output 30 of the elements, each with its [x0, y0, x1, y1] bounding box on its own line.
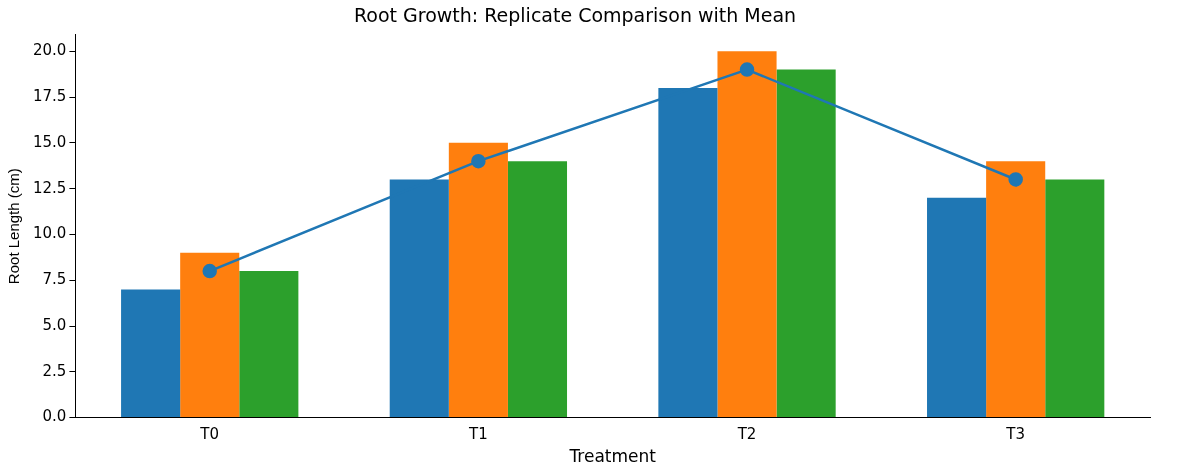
- y-tick-label: 10.0: [32, 224, 67, 243]
- bar: [448, 142, 508, 418]
- bar: [986, 161, 1046, 418]
- point: [1008, 172, 1023, 187]
- y-tick-label: 2.5: [42, 361, 67, 380]
- bar: [1045, 179, 1105, 418]
- x-tick-label: T0: [199, 425, 220, 444]
- bar: [507, 161, 568, 418]
- point: [471, 153, 486, 169]
- x-tick-label: T1: [468, 425, 488, 444]
- y-axis-title: Root Length (cm): [5, 168, 23, 285]
- x-tick-label: T2: [736, 425, 757, 444]
- y-tick-label: 0.0: [42, 407, 67, 426]
- bar: [717, 51, 777, 418]
- bar: [776, 69, 836, 418]
- y-tick-label: 5.0: [42, 315, 67, 334]
- bar: [927, 197, 987, 418]
- point: [739, 62, 755, 77]
- point: [202, 263, 217, 279]
- x-axis-title: Treatment: [568, 446, 657, 467]
- y-tick-label: 12.5: [32, 178, 67, 197]
- y-tick-label: 17.5: [32, 86, 67, 105]
- x-tick-label: T3: [1005, 425, 1026, 444]
- bar: [121, 289, 181, 418]
- y-tick-label: 15.0: [32, 132, 67, 151]
- bar: [180, 252, 240, 418]
- y-tick-label: 7.5: [42, 270, 67, 289]
- y-tick-label: 20.0: [32, 41, 67, 60]
- bar: [239, 271, 299, 418]
- chart-title: Root Growth: Replicate Comparison with Mean: [353, 4, 797, 27]
